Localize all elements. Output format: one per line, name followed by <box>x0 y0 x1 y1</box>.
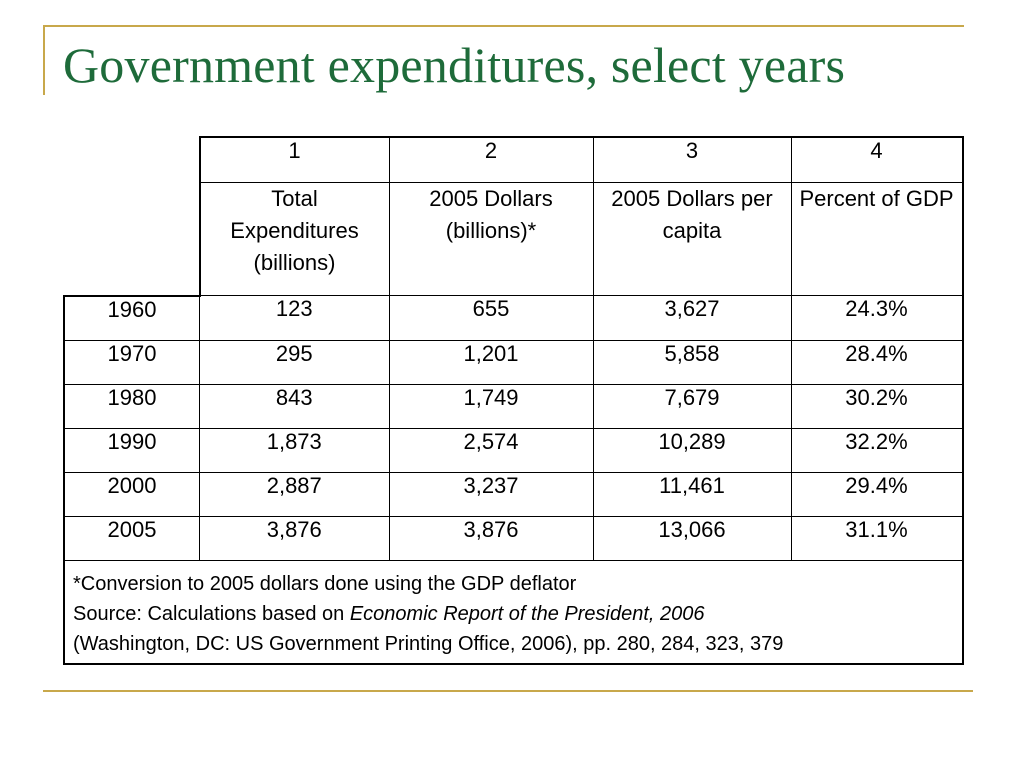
table-cell: 31.1% <box>790 515 964 561</box>
table-cell: 1,201 <box>388 339 594 385</box>
empty-corner-cell <box>64 137 201 183</box>
column-header-row: Total Expenditures (billions) 2005 Dolla… <box>64 182 964 296</box>
table-cell: 7,679 <box>592 383 792 429</box>
table-cell: 11,461 <box>592 471 792 517</box>
table-cell: 3,627 <box>592 295 792 341</box>
table-row: 2000 2,887 3,237 11,461 29.4% <box>63 471 964 517</box>
year-cell: 2005 <box>63 515 200 561</box>
table-cell: 123 <box>199 295 390 341</box>
table-cell: 29.4% <box>790 471 964 517</box>
column-number-row: 1 2 3 4 <box>64 136 964 183</box>
table-cell: 1,749 <box>388 383 594 429</box>
table-cell: 655 <box>388 295 594 341</box>
table-cell: 3,876 <box>388 515 594 561</box>
table-cell: 2,574 <box>388 427 594 473</box>
column-header: 2005 Dollars (billions)* <box>388 182 594 296</box>
year-cell: 1980 <box>63 383 200 429</box>
expenditures-table: 1 2 3 4 Total Expenditures (billions) 20… <box>63 136 964 665</box>
year-cell: 1990 <box>63 427 200 473</box>
table-cell: 2,887 <box>199 471 390 517</box>
table-cell: 1,873 <box>199 427 390 473</box>
slide-title: Government expenditures, select years <box>63 37 846 93</box>
table-cell: 10,289 <box>592 427 792 473</box>
footnote-row: *Conversion to 2005 dollars done using t… <box>63 559 964 665</box>
source-title: Economic Report of the President, 2006 <box>349 602 705 625</box>
table-cell: 32.2% <box>790 427 964 473</box>
table-cell: 843 <box>199 383 390 429</box>
year-cell: 1970 <box>63 339 200 385</box>
table-row: 1970 295 1,201 5,858 28.4% <box>63 339 964 385</box>
source-details: (Washington, DC: US Government Printing … <box>73 632 784 655</box>
empty-corner-cell <box>64 182 201 296</box>
source-prefix: Source: Calculations based on <box>73 602 350 625</box>
column-number: 1 <box>199 136 390 183</box>
top-accent-line <box>43 25 964 27</box>
table-row: 1980 843 1,749 7,679 30.2% <box>63 383 964 429</box>
table-cell: 3,876 <box>199 515 390 561</box>
table-row: 1990 1,873 2,574 10,289 32.2% <box>63 427 964 473</box>
deflator-note: *Conversion to 2005 dollars done using t… <box>73 572 577 595</box>
column-header: Percent of GDP <box>790 182 964 296</box>
table-row: 1960 123 655 3,627 24.3% <box>63 294 964 341</box>
left-accent-line <box>43 25 45 95</box>
table-cell: 24.3% <box>790 295 964 341</box>
year-cell: 2000 <box>63 471 200 517</box>
table-cell: 30.2% <box>790 383 964 429</box>
table-cell: 3,237 <box>388 471 594 517</box>
footnote-cell: *Conversion to 2005 dollars done using t… <box>63 559 964 665</box>
bottom-accent-line <box>43 690 973 692</box>
table-cell: 5,858 <box>592 339 792 385</box>
table-cell: 13,066 <box>592 515 792 561</box>
table-cell: 295 <box>199 339 390 385</box>
table-row: 2005 3,876 3,876 13,066 31.1% <box>63 515 964 561</box>
table-cell: 28.4% <box>790 339 964 385</box>
column-number: 2 <box>388 136 594 183</box>
column-number: 3 <box>592 136 792 183</box>
column-header: 2005 Dollars per capita <box>592 182 792 296</box>
year-cell: 1960 <box>63 294 200 341</box>
column-number: 4 <box>790 136 964 183</box>
column-header: Total Expenditures (billions) <box>199 182 390 296</box>
